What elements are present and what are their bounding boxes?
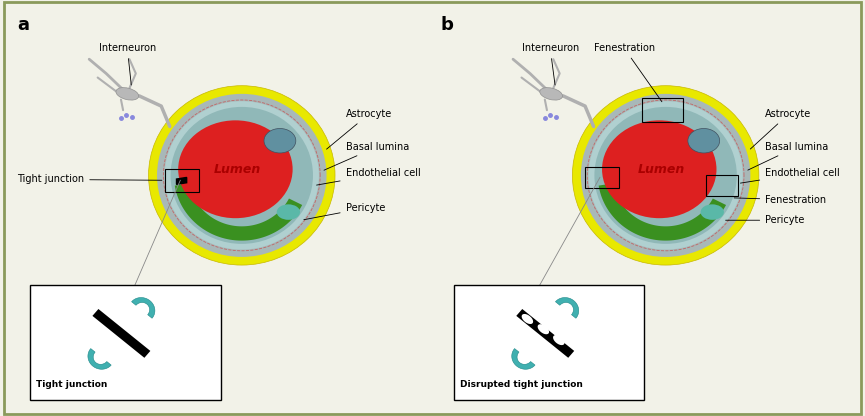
Ellipse shape: [581, 94, 751, 257]
Text: Astrocyte: Astrocyte: [327, 109, 392, 149]
Bar: [706, 176, 738, 196]
Ellipse shape: [688, 129, 720, 153]
Bar: [643, 98, 682, 122]
Text: Fenestration: Fenestration: [734, 195, 826, 205]
Ellipse shape: [149, 86, 335, 265]
Polygon shape: [131, 297, 155, 318]
Text: Basal lumina: Basal lumina: [324, 142, 409, 170]
Polygon shape: [555, 297, 579, 318]
Text: Basal lumina: Basal lumina: [748, 142, 829, 170]
Ellipse shape: [573, 86, 759, 265]
Text: Interneuron: Interneuron: [522, 43, 579, 85]
Text: Tight junction: Tight junction: [36, 380, 107, 389]
Polygon shape: [93, 309, 151, 358]
Bar: [164, 169, 199, 192]
Ellipse shape: [170, 107, 313, 244]
Ellipse shape: [540, 88, 562, 100]
Text: Disrupted tight junction: Disrupted tight junction: [460, 380, 583, 389]
Ellipse shape: [277, 204, 300, 220]
Ellipse shape: [164, 101, 319, 250]
Text: Endothelial cell: Endothelial cell: [740, 168, 840, 183]
Text: Pericyte: Pericyte: [304, 203, 385, 220]
Polygon shape: [516, 309, 574, 358]
Polygon shape: [176, 178, 187, 184]
Polygon shape: [175, 183, 302, 240]
Polygon shape: [186, 120, 297, 231]
Polygon shape: [610, 120, 721, 231]
Ellipse shape: [264, 129, 296, 153]
Polygon shape: [512, 349, 535, 369]
Bar: [29, 285, 221, 400]
Ellipse shape: [594, 107, 737, 244]
Text: Pericyte: Pericyte: [726, 215, 804, 225]
Ellipse shape: [602, 120, 716, 218]
Text: Fenestration: Fenestration: [593, 43, 662, 102]
Text: Lumen: Lumen: [638, 163, 685, 176]
Polygon shape: [88, 349, 112, 369]
Ellipse shape: [178, 120, 292, 218]
Text: Astrocyte: Astrocyte: [750, 109, 811, 149]
Text: Lumen: Lumen: [214, 163, 261, 176]
Ellipse shape: [116, 88, 138, 100]
Ellipse shape: [157, 94, 327, 257]
Ellipse shape: [588, 101, 743, 250]
Polygon shape: [553, 335, 565, 345]
Text: Tight junction: Tight junction: [17, 174, 162, 184]
Text: b: b: [441, 16, 454, 35]
Bar: [454, 285, 644, 400]
Text: a: a: [17, 16, 29, 35]
Polygon shape: [538, 324, 549, 334]
Text: Endothelial cell: Endothelial cell: [317, 168, 420, 185]
Polygon shape: [599, 183, 726, 240]
Polygon shape: [522, 314, 533, 324]
Ellipse shape: [701, 204, 724, 220]
Bar: [585, 167, 619, 188]
Text: Interneuron: Interneuron: [99, 43, 156, 85]
